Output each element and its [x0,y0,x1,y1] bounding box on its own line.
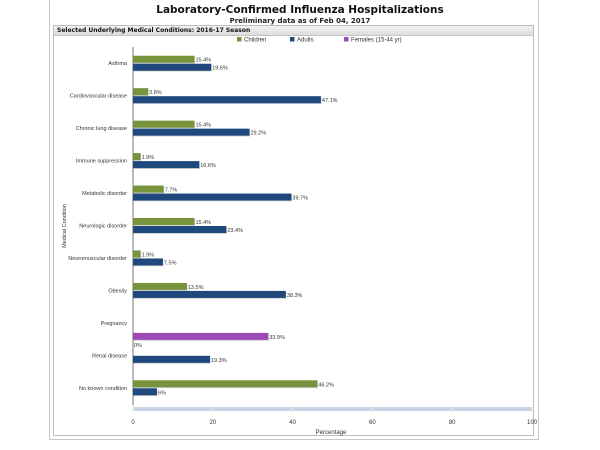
category-label: Neuromuscular disorder [68,256,127,262]
bar-adults [133,290,286,298]
data-label: 39.7% [292,196,308,202]
data-label: 46.2% [318,382,334,388]
bar-adults [133,96,321,104]
bar-adults [133,388,157,396]
data-label: 16.6% [200,163,216,169]
data-label: 15.4% [195,58,211,64]
data-label: 13.5% [188,285,204,291]
category-label: Pregnancy [101,321,128,327]
bar-adults [133,258,163,266]
bar-children [133,282,187,290]
bar-females-15-44-yr [133,332,269,340]
bar-children [133,120,195,128]
data-label: 1.9% [142,252,155,258]
bar-children [133,380,318,388]
bar-children [133,185,164,193]
data-label: 7.5% [164,260,177,266]
data-label: 19.3% [211,358,227,364]
legend-swatch-children [237,37,242,42]
x-tick-label: 20 [209,420,216,426]
legend-swatch-females-15-44-yr- [344,37,349,42]
bar-adults [133,226,227,233]
category-label: Chronic lung disease [76,126,127,132]
bar-children [133,250,141,258]
x-tick-label: 80 [449,420,456,426]
category-label: Obesity [108,288,127,294]
data-label: 33.9% [269,335,285,341]
data-label: 15.4% [195,220,211,226]
bar-children [133,153,141,161]
data-label: 19.6% [212,66,228,72]
data-label: 47.1% [322,98,338,104]
x-axis-label: Percentage [316,430,347,436]
legend-label: Females (15-44 yr) [351,38,402,44]
legend-swatch-adults [290,37,295,42]
bar-children [133,218,195,225]
data-label: 7.7% [165,188,178,194]
x-tick-label: 60 [369,420,376,426]
data-label: 23.4% [227,228,243,234]
category-label: No known condition [79,386,127,392]
category-label: Cardiovascular disease [70,94,127,100]
bar-adults [133,355,211,363]
bar-children [133,55,195,63]
outer-frame [49,0,539,440]
y-axis-label: Medical Condition [62,204,68,248]
bar-adults [133,161,200,169]
bar-adults [133,128,250,136]
x-tick-label: 100 [527,420,538,426]
category-label: Renal disease [92,353,127,359]
bar-adults [133,193,292,201]
data-label: 38.3% [287,293,303,299]
bar-children [133,88,149,96]
category-label: Immune suppression [76,159,127,165]
category-label: Neurologic disorder [79,224,127,230]
chart-title: Laboratory-Confirmed Influenza Hospitali… [156,4,444,16]
legend-label: Adults [297,38,314,44]
category-label: Asthma [108,61,128,67]
chart-subtitle: Preliminary data as of Feb 04, 2017 [229,17,371,25]
panel-header: Selected Underlying Medical Conditions: … [54,26,533,36]
bar-adults [133,63,212,71]
x-axis-band [133,407,532,411]
x-tick-label: 0 [131,420,135,426]
legend-label: Children [244,38,266,44]
data-label: 1.9% [142,155,155,161]
data-label: 0% [134,343,142,349]
data-label: 15.4% [195,123,211,129]
x-tick-label: 40 [289,420,296,426]
data-label: 29.2% [251,131,267,137]
data-label: 6% [158,390,166,396]
category-label: Metabolic disorder [82,191,127,197]
data-label: 3.8% [149,90,162,96]
